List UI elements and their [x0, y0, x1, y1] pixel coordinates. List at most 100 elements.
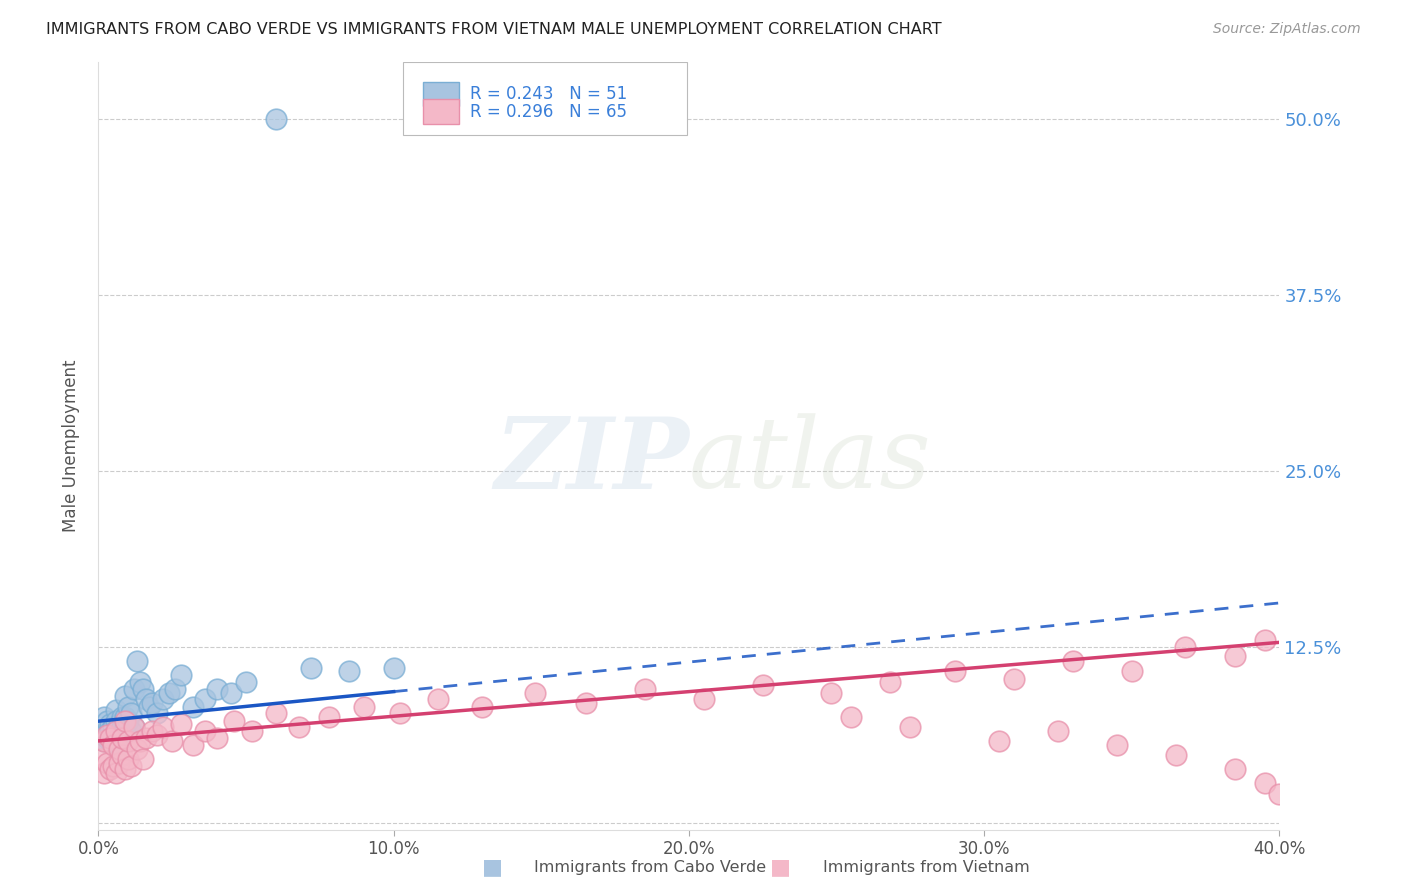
Point: [165, 681, 187, 696]
Point: [1062, 654, 1084, 668]
Point: [111, 728, 134, 742]
Point: [1254, 632, 1277, 647]
Point: [90, 752, 112, 766]
Point: [1225, 762, 1247, 776]
Point: [318, 710, 340, 724]
Point: [117, 752, 139, 766]
Point: [157, 686, 180, 700]
Point: [240, 724, 263, 739]
Point: [575, 696, 598, 710]
Point: [114, 714, 136, 728]
Text: R = 0.296   N = 65: R = 0.296 N = 65: [471, 103, 627, 120]
Point: [879, 674, 901, 689]
Point: [108, 738, 131, 752]
Point: [1225, 649, 1247, 664]
Point: [1002, 672, 1025, 686]
Point: [427, 691, 450, 706]
Point: [117, 734, 139, 748]
Point: [634, 681, 657, 696]
Point: [111, 720, 134, 734]
Point: [1107, 738, 1129, 752]
Point: [105, 766, 128, 780]
Point: [103, 720, 125, 734]
Point: [98, 731, 121, 745]
Point: [900, 720, 922, 734]
Point: [105, 734, 128, 748]
Point: [93, 710, 115, 724]
Point: [382, 661, 405, 675]
Point: [122, 720, 145, 734]
Text: ■: ■: [770, 857, 790, 877]
Point: [105, 724, 128, 739]
Point: [141, 696, 163, 710]
Y-axis label: Male Unemployment: Male Unemployment: [62, 359, 80, 533]
Point: [120, 759, 142, 773]
FancyBboxPatch shape: [404, 62, 686, 136]
Point: [943, 664, 966, 678]
Point: [105, 703, 128, 717]
Point: [105, 724, 128, 739]
Point: [299, 661, 322, 675]
Point: [105, 714, 128, 728]
Text: ■: ■: [482, 857, 502, 877]
Point: [1268, 788, 1291, 802]
Point: [752, 677, 775, 691]
Point: [841, 710, 863, 724]
Point: [235, 674, 257, 689]
Point: [353, 700, 375, 714]
Point: [96, 724, 118, 739]
Text: Immigrants from Cabo Verde: Immigrants from Cabo Verde: [534, 860, 766, 874]
Point: [1174, 640, 1197, 654]
Point: [108, 728, 131, 742]
Point: [128, 674, 150, 689]
FancyBboxPatch shape: [423, 99, 458, 124]
Text: IMMIGRANTS FROM CABO VERDE VS IMMIGRANTS FROM VIETNAM MALE UNEMPLOYMENT CORRELAT: IMMIGRANTS FROM CABO VERDE VS IMMIGRANTS…: [46, 22, 942, 37]
Point: [471, 700, 494, 714]
Point: [132, 681, 155, 696]
Point: [170, 667, 193, 681]
Point: [524, 686, 547, 700]
Point: [152, 720, 174, 734]
Point: [1121, 664, 1143, 678]
Point: [98, 762, 121, 776]
Point: [108, 756, 131, 771]
Point: [111, 747, 134, 762]
Point: [264, 706, 287, 720]
FancyBboxPatch shape: [423, 81, 458, 106]
Point: [98, 734, 121, 748]
Point: [117, 714, 139, 728]
Point: [146, 728, 169, 742]
Point: [103, 731, 125, 745]
Point: [96, 728, 118, 742]
Point: [96, 714, 118, 728]
Point: [120, 724, 142, 739]
Point: [194, 724, 217, 739]
Point: [339, 664, 361, 678]
Text: R = 0.243   N = 51: R = 0.243 N = 51: [471, 85, 627, 103]
Point: [146, 706, 169, 720]
Point: [162, 734, 183, 748]
Point: [288, 720, 311, 734]
Point: [181, 738, 204, 752]
Point: [93, 734, 115, 748]
Point: [170, 717, 193, 731]
Point: [181, 700, 204, 714]
Text: Source: ZipAtlas.com: Source: ZipAtlas.com: [1213, 22, 1361, 37]
Point: [388, 706, 411, 720]
Point: [224, 714, 246, 728]
Point: [114, 710, 136, 724]
Point: [103, 759, 125, 773]
Point: [1046, 724, 1070, 739]
Point: [90, 731, 112, 745]
Point: [135, 691, 157, 706]
Point: [93, 766, 115, 780]
Point: [205, 731, 228, 745]
Point: [114, 689, 136, 703]
Point: [132, 752, 155, 766]
Point: [108, 742, 131, 756]
Text: atlas: atlas: [689, 414, 932, 509]
Point: [108, 717, 131, 731]
Text: ZIP: ZIP: [494, 413, 689, 509]
Point: [93, 734, 115, 748]
Point: [111, 710, 134, 724]
